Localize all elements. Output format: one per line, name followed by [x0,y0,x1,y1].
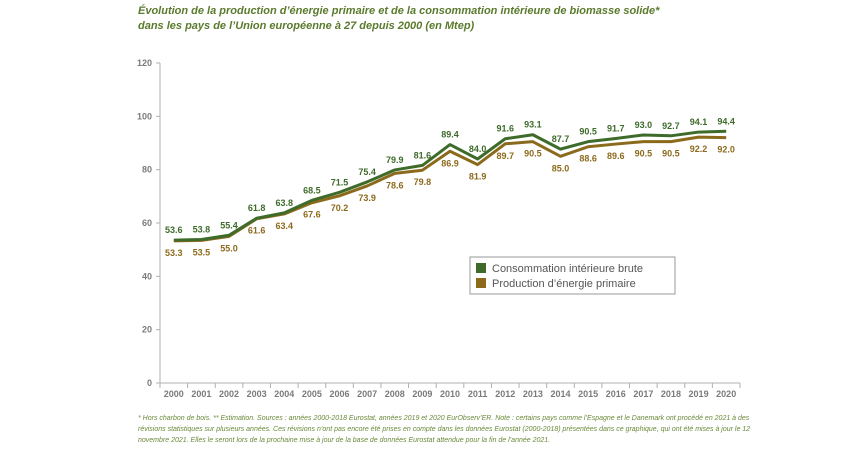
x-tick-label: 2003 [247,389,267,399]
data-label-production: 86.9 [441,158,459,168]
legend-label: Consommation intérieure brute [492,263,643,275]
data-label-consommation: 84.0 [469,144,487,154]
x-tick-label: 2016 [606,389,626,399]
data-label-consommation: 93.1 [524,120,542,130]
footnote: * Hors charbon de bois. ** Estimation. S… [138,415,751,444]
x-tick-label: 2012 [495,389,515,399]
data-label-production: 89.7 [496,151,514,161]
y-tick-label: 80 [142,165,152,175]
data-label-production: 70.2 [331,203,349,213]
data-label-production: 63.4 [276,221,294,231]
data-label-consommation: 91.6 [496,124,514,134]
data-label-consommation: 53.8 [193,225,211,235]
chart-lines [173,129,727,243]
x-tick-label: 2010 [440,389,460,399]
data-label-consommation: 91.7 [607,123,625,133]
x-tick-label: 2004 [274,389,294,399]
x-tick-label: 2014 [550,389,570,399]
data-label-production: 67.6 [303,210,321,220]
x-tick-label: 2015 [578,389,598,399]
chart-axes: 0 20 40 60 80 100 120 2000 2001 2002 2003 2004 2005 2… [137,58,741,399]
data-label-production: 53.3 [165,248,183,258]
data-label-consommation: 61.8 [248,203,266,213]
data-label-consommation: 75.4 [358,167,376,177]
legend-swatch [476,278,486,288]
x-tick-label: 2002 [219,389,239,399]
x-tick-label: 2020 [716,389,736,399]
data-label-production: 78.6 [386,180,404,190]
data-label-consommation: 79.9 [386,155,404,165]
x-tick-label: 2009 [412,389,432,399]
data-label-consommation: 71.5 [331,177,349,187]
data-label-production: 90.5 [635,149,653,159]
data-label-consommation: 63.8 [276,198,294,208]
x-tick-label: 2019 [689,389,709,399]
data-label-consommation: 93.0 [635,120,653,130]
title-line-1: Évolution de la production d’énergie pri… [138,5,660,17]
data-label-production: 90.5 [662,149,680,159]
data-label-production: 61.6 [248,226,266,236]
data-label-production: 79.8 [414,177,432,187]
data-label-production: 89.6 [607,151,625,161]
chart-legend: Consommation intérieure brute Production … [469,256,676,295]
data-label-consommation: 94.1 [690,117,708,127]
x-tick-label: 2017 [633,389,653,399]
data-label-production: 53.5 [193,247,211,257]
data-label-consommation: 87.7 [552,134,570,144]
data-label-consommation: 89.4 [441,130,459,140]
data-label-consommation: 90.5 [579,127,597,137]
y-tick-label: 40 [142,271,152,281]
legend-label: Production d’énergie primaire [492,278,636,290]
data-label-consommation: 55.4 [220,220,238,230]
x-tick-label: 2007 [357,389,377,399]
x-tick-label: 2013 [523,389,543,399]
y-tick-label: 0 [147,378,152,388]
data-label-production: 85.0 [552,163,570,173]
data-label-production: 81.9 [469,172,487,182]
x-tick-label: 2011 [468,389,488,399]
data-label-production: 92.0 [717,145,735,155]
data-label-consommation: 68.5 [303,185,321,195]
line-chart: 0 20 40 60 80 100 120 2000 2001 2002 2003 2004 2005 2… [137,58,741,399]
data-label-consommation: 92.7 [662,121,680,131]
x-tick-label: 2000 [164,389,184,399]
y-tick-label: 20 [142,325,152,335]
x-tick-label: 2018 [661,389,681,399]
data-label-production: 92.2 [690,144,708,154]
data-label-production: 88.6 [579,154,597,164]
data-label-consommation: 53.6 [165,225,183,235]
data-label-production: 90.5 [524,149,542,159]
y-tick-label: 60 [142,218,152,228]
chart-title: Évolution de la production d’énergie pri… [138,4,838,34]
title-line-2: dans les pays de l’Union européenne à 27… [138,20,475,32]
data-label-consommation: 81.6 [414,150,432,160]
x-tick-label: 2005 [302,389,322,399]
data-label-consommation: 94.4 [717,116,735,126]
y-tick-label: 100 [137,111,152,121]
x-tick-label: 2006 [330,389,350,399]
data-label-production: 73.9 [358,193,376,203]
data-label-production: 55.0 [220,243,238,253]
chart-value-labels: 53.6 53.8 55.4 61.8 63.8 68.5 71.5 75.4 79.9 81.6… [165,116,735,258]
legend-box [469,256,676,295]
legend-swatch [476,263,486,273]
x-tick-label: 2008 [385,389,405,399]
x-tick-label: 2001 [191,389,211,399]
y-tick-label: 120 [137,58,152,68]
series-line-consommation [173,129,727,242]
